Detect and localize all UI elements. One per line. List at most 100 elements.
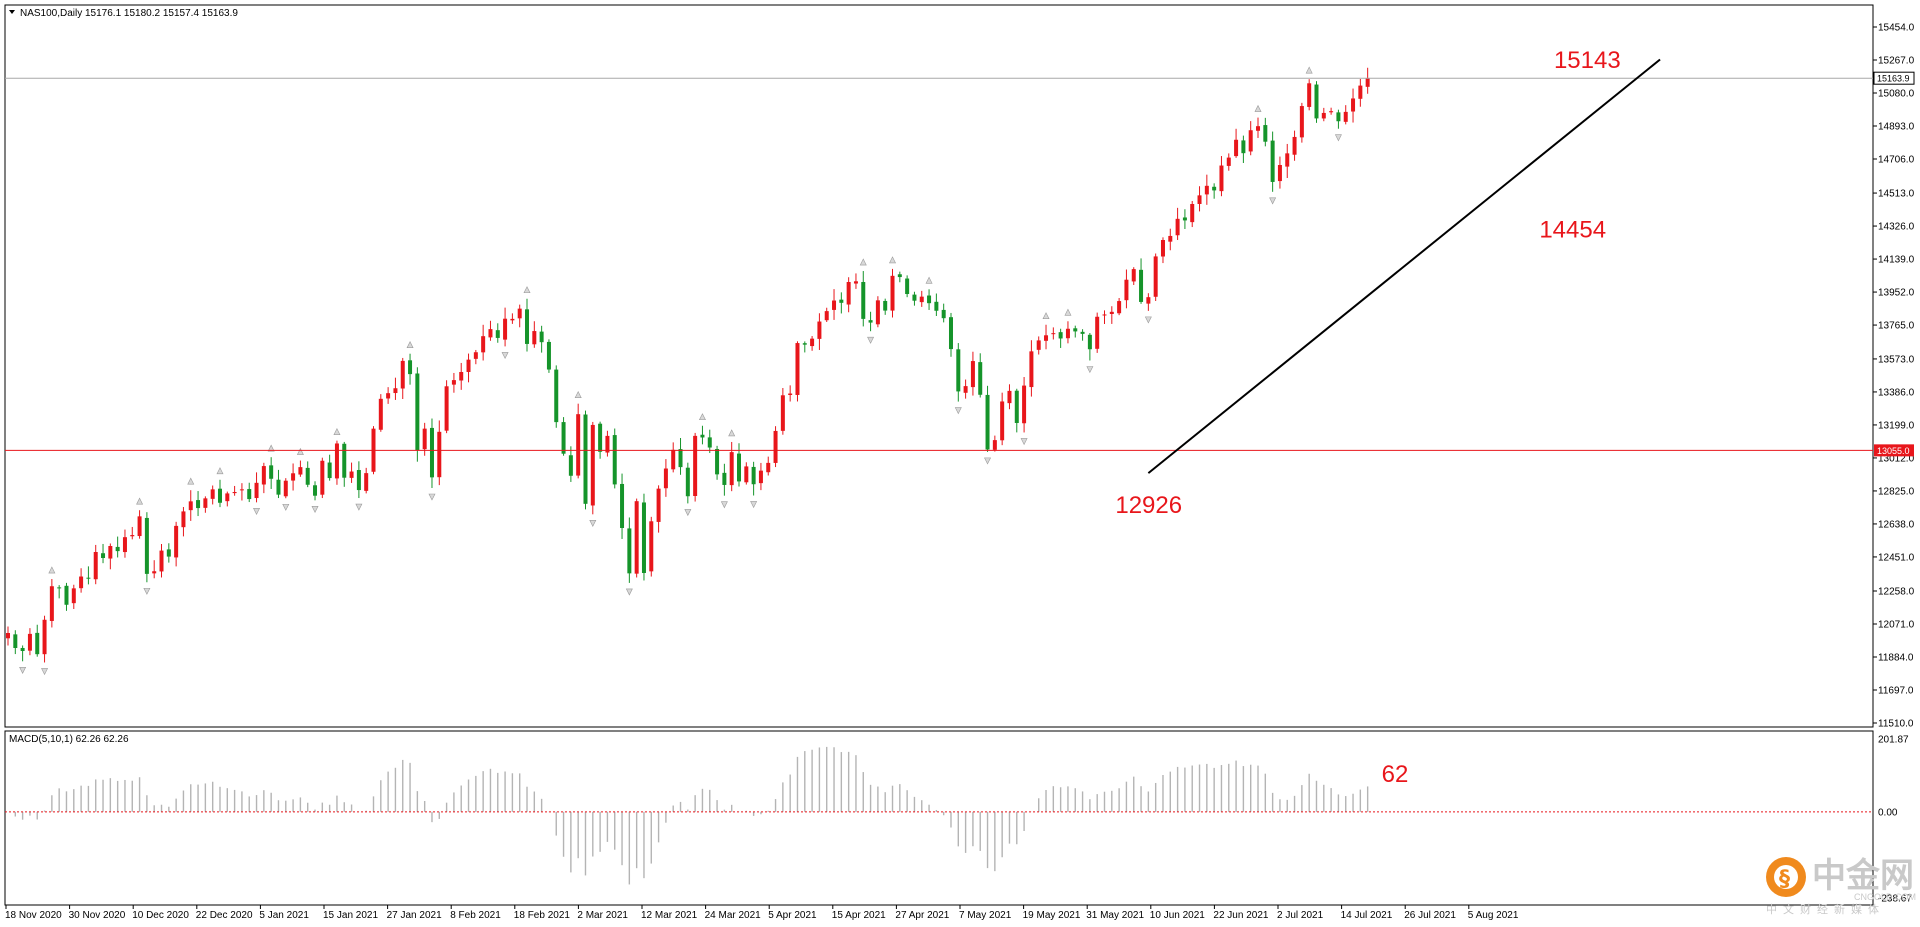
time-tick-label: 15 Jan 2021 xyxy=(323,910,378,921)
candle xyxy=(459,362,464,390)
candle xyxy=(1000,392,1005,446)
fractal-up-marker xyxy=(574,391,582,398)
candle-body xyxy=(700,434,705,438)
ohlc-label: 15176.1 15180.2 15157.4 15163.9 xyxy=(85,8,238,19)
fractal-up-marker xyxy=(698,413,706,421)
candle-body xyxy=(685,467,690,497)
candle xyxy=(42,615,47,663)
candle-body xyxy=(232,492,237,494)
candle xyxy=(313,481,318,501)
fractal-down-marker xyxy=(984,457,992,465)
candle xyxy=(539,325,544,353)
candle-body xyxy=(861,282,866,319)
candle xyxy=(122,529,127,558)
candle-body xyxy=(773,430,778,463)
candle xyxy=(1321,107,1326,122)
candle-body xyxy=(1058,332,1063,339)
candle-body xyxy=(437,431,442,478)
candle xyxy=(1014,388,1019,433)
candle xyxy=(393,377,398,400)
candle-body xyxy=(27,633,32,651)
candle xyxy=(620,473,625,539)
candle xyxy=(356,461,361,499)
fractal-up-marker xyxy=(48,566,56,574)
candle-body xyxy=(1358,85,1363,99)
candle-body xyxy=(35,632,40,655)
candle-body xyxy=(261,466,266,485)
candle-body xyxy=(1241,140,1246,154)
candle xyxy=(992,435,997,452)
macd-histogram: 201.87 0.00 -238.67 62 xyxy=(5,735,1912,905)
candle xyxy=(152,560,157,579)
candle xyxy=(1343,105,1348,125)
candle xyxy=(137,510,142,539)
candle-body xyxy=(1175,218,1180,236)
candle-body xyxy=(1117,301,1122,314)
candle xyxy=(1270,131,1275,192)
time-tick-label: 19 May 2021 xyxy=(1023,910,1081,921)
candle-body xyxy=(320,460,325,495)
price-tick-label: 11697.0 xyxy=(1878,686,1914,697)
candle-body xyxy=(934,301,939,311)
candle xyxy=(817,313,822,350)
candle xyxy=(824,307,829,323)
candle-body xyxy=(210,489,215,499)
candle xyxy=(795,341,800,402)
candle xyxy=(115,536,120,558)
candle xyxy=(1087,333,1092,361)
candle xyxy=(261,462,266,494)
time-tick-label: 5 Apr 2021 xyxy=(768,910,817,921)
fractal-up-marker xyxy=(1305,66,1313,74)
candle xyxy=(503,307,508,347)
candle xyxy=(1336,109,1341,129)
candle xyxy=(283,478,288,499)
candle xyxy=(663,459,668,497)
candle-body xyxy=(217,488,222,503)
candle xyxy=(1292,130,1297,161)
candle-body xyxy=(810,338,815,347)
candle-body xyxy=(313,485,318,496)
candle-body xyxy=(327,462,332,479)
price-tick-label: 14706.0 xyxy=(1878,155,1915,166)
fractal-up-marker xyxy=(523,286,531,294)
time-tick-label: 8 Feb 2021 xyxy=(450,910,501,921)
candle-body xyxy=(897,274,902,278)
fractal-down-marker xyxy=(428,493,436,501)
candle xyxy=(715,445,720,480)
fractal-down-marker xyxy=(1020,438,1028,446)
trendline[interactable] xyxy=(1147,58,1661,474)
candle xyxy=(196,491,201,517)
collapse-triangle-icon[interactable] xyxy=(9,10,15,14)
candle-body xyxy=(225,493,230,502)
candle xyxy=(437,420,442,486)
candle-body xyxy=(963,386,968,393)
candle xyxy=(415,367,420,462)
candle xyxy=(298,460,303,477)
candle-body xyxy=(890,275,895,311)
candle xyxy=(247,482,252,503)
candle xyxy=(722,463,727,496)
candle-body xyxy=(744,466,749,483)
candle-body xyxy=(1139,269,1144,302)
candle xyxy=(1351,88,1356,123)
candle xyxy=(978,353,983,398)
candle-body xyxy=(1168,235,1173,242)
candle-body xyxy=(707,437,712,448)
candle-body xyxy=(203,498,208,508)
candle xyxy=(1160,237,1165,264)
candle-body xyxy=(788,393,793,395)
candle xyxy=(897,271,902,283)
candle-body xyxy=(978,362,983,395)
fractal-down-marker xyxy=(1334,134,1342,142)
candle xyxy=(1285,143,1290,178)
candle-body xyxy=(824,311,829,321)
candle xyxy=(1117,297,1122,316)
candle-body xyxy=(853,281,858,284)
candle xyxy=(386,387,391,404)
price-axis: 15454.0 15267.0 15080.0 14893.0 14706.0 14513… xyxy=(1873,23,1915,730)
macd-tick-label: 201.87 xyxy=(1878,735,1909,746)
candle-body xyxy=(101,553,106,558)
candle xyxy=(1219,156,1224,197)
candle-body xyxy=(122,537,127,553)
